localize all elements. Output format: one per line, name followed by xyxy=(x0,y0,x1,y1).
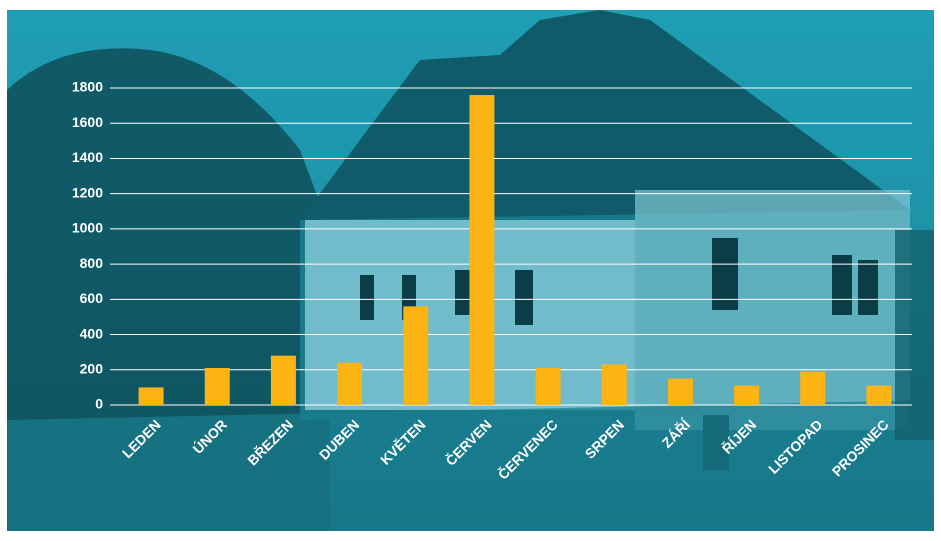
bar xyxy=(337,363,362,405)
y-tick-label: 600 xyxy=(80,290,104,306)
y-tick-label: 1200 xyxy=(72,184,103,200)
bar xyxy=(602,364,627,405)
bar xyxy=(403,306,428,405)
y-tick-label: 0 xyxy=(95,396,103,412)
bar xyxy=(800,372,825,405)
y-tick-label: 1400 xyxy=(72,149,103,165)
y-tick-label: 200 xyxy=(80,360,104,376)
bar xyxy=(866,386,891,405)
bar xyxy=(205,368,230,405)
y-tick-label: 1000 xyxy=(72,220,103,236)
bar xyxy=(536,368,561,405)
bar xyxy=(734,386,759,405)
bar xyxy=(139,387,164,405)
chart: 020040060080010001200140016001800LEDENÚN… xyxy=(0,0,941,541)
bar xyxy=(668,379,693,405)
bar xyxy=(469,95,494,405)
y-tick-label: 1600 xyxy=(72,114,103,130)
y-tick-label: 400 xyxy=(80,325,104,341)
y-tick-label: 800 xyxy=(80,255,104,271)
bar xyxy=(271,356,296,405)
y-tick-label: 1800 xyxy=(72,79,103,95)
page: 020040060080010001200140016001800LEDENÚN… xyxy=(0,0,941,541)
